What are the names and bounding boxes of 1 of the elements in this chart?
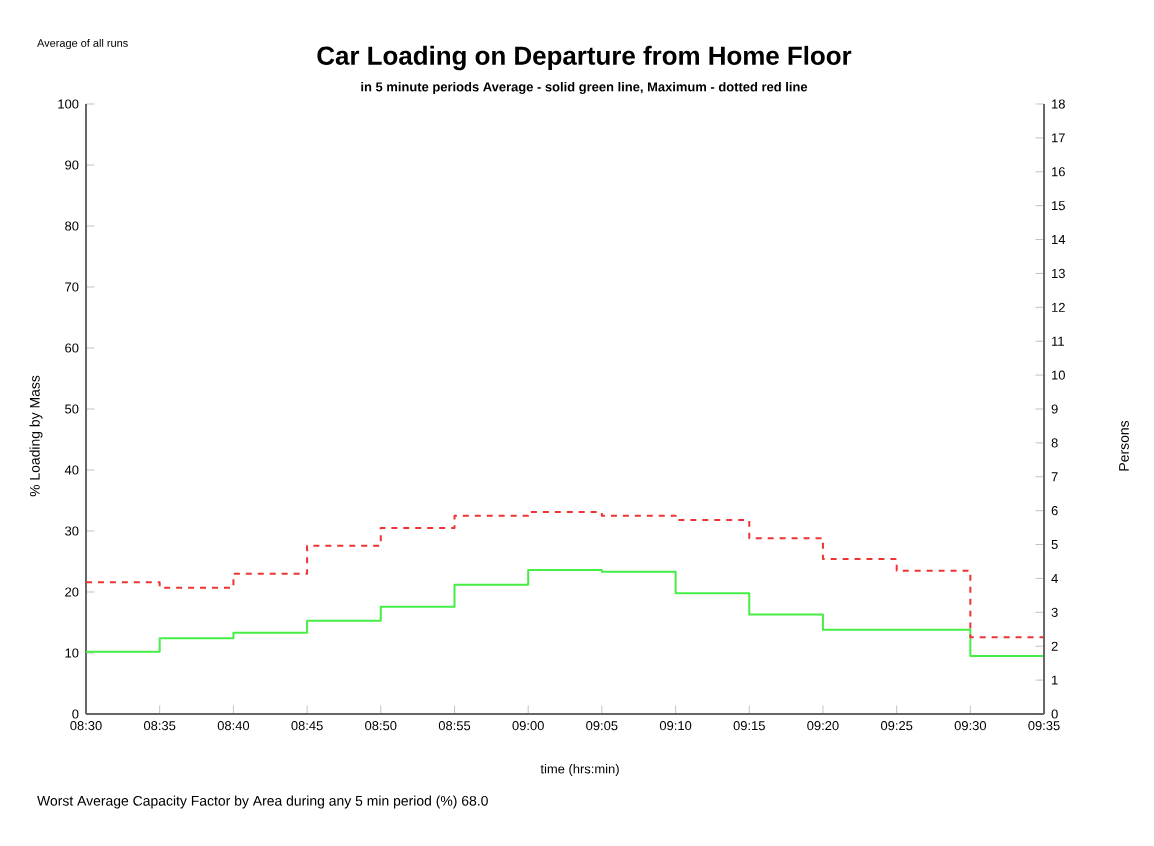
- chart-title: Car Loading on Departure from Home Floor: [317, 45, 852, 71]
